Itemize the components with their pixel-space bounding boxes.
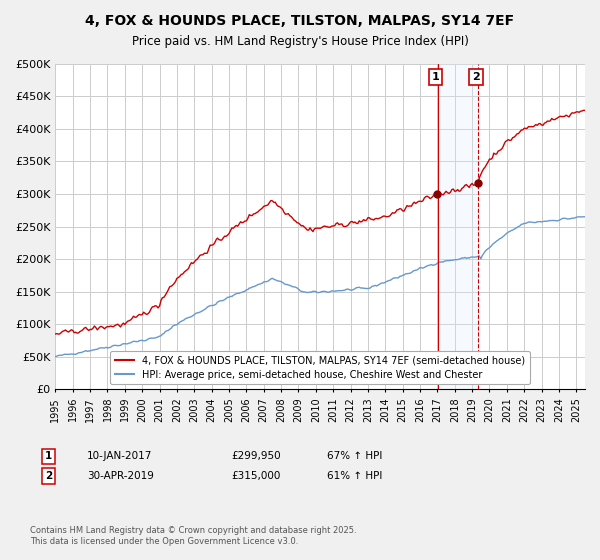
Text: £299,950: £299,950 <box>231 451 281 461</box>
Text: 61% ↑ HPI: 61% ↑ HPI <box>327 471 382 481</box>
Text: 1: 1 <box>45 451 52 461</box>
Text: 2: 2 <box>472 72 480 82</box>
Legend: 4, FOX & HOUNDS PLACE, TILSTON, MALPAS, SY14 7EF (semi-detached house), HPI: Ave: 4, FOX & HOUNDS PLACE, TILSTON, MALPAS, … <box>110 351 530 384</box>
Text: 30-APR-2019: 30-APR-2019 <box>87 471 154 481</box>
Text: Contains HM Land Registry data © Crown copyright and database right 2025.
This d: Contains HM Land Registry data © Crown c… <box>30 526 356 546</box>
Text: 4, FOX & HOUNDS PLACE, TILSTON, MALPAS, SY14 7EF: 4, FOX & HOUNDS PLACE, TILSTON, MALPAS, … <box>85 14 515 28</box>
Text: £315,000: £315,000 <box>231 471 280 481</box>
Text: 1: 1 <box>431 72 439 82</box>
Text: 10-JAN-2017: 10-JAN-2017 <box>87 451 152 461</box>
Text: 67% ↑ HPI: 67% ↑ HPI <box>327 451 382 461</box>
Text: 2: 2 <box>45 471 52 481</box>
Bar <box>438 64 478 389</box>
Text: Price paid vs. HM Land Registry's House Price Index (HPI): Price paid vs. HM Land Registry's House … <box>131 35 469 48</box>
